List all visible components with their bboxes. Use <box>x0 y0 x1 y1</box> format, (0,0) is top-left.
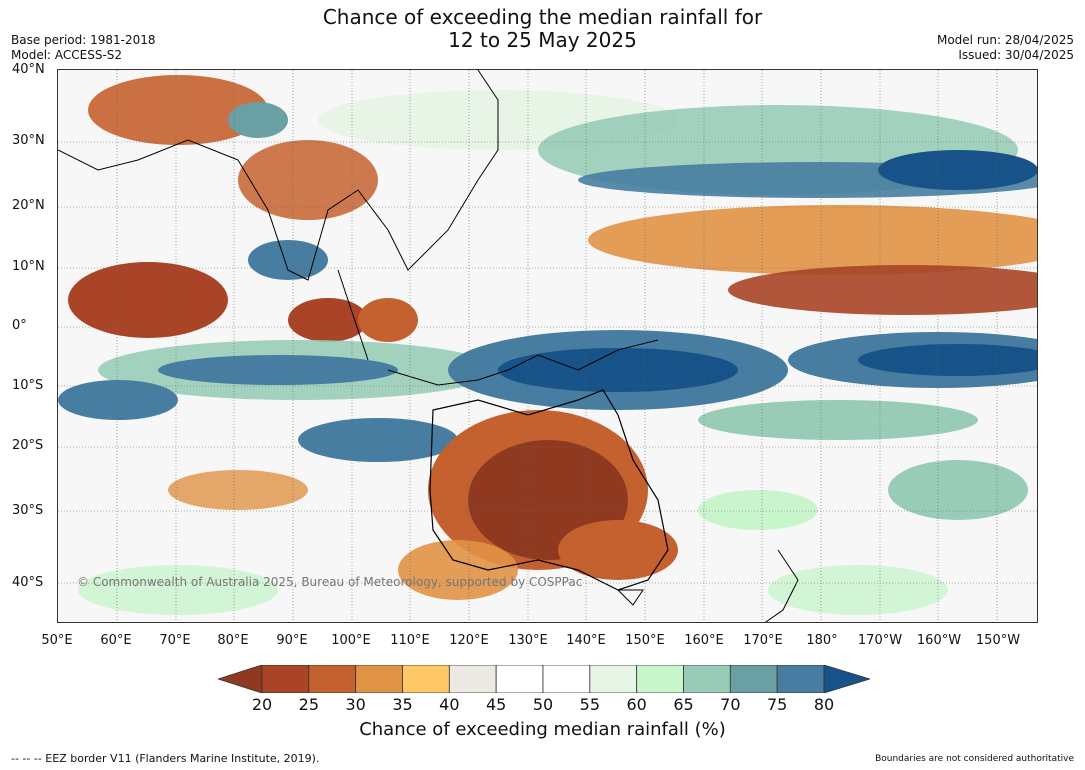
probability-field <box>58 70 1037 622</box>
lat-label: 30°N <box>12 133 45 148</box>
map-panel <box>57 69 1038 623</box>
title-line-2: 12 to 25 May 2025 <box>448 28 637 52</box>
model-run: Model run: 28/04/2025 <box>936 33 1074 47</box>
lon-label: 120°E <box>449 633 489 648</box>
colorbar-segment <box>729 665 778 693</box>
colorbar-segment <box>589 665 638 693</box>
colorbar-tick-label: 40 <box>439 695 460 714</box>
colorbar-tick-label: 50 <box>532 695 554 714</box>
colorbar-tick-label: 55 <box>579 695 600 714</box>
colorbar-segment <box>776 665 825 693</box>
colorbar-segment <box>402 665 450 693</box>
colorbar-extend-high <box>823 665 870 693</box>
base-period: Base period: 1981-2018 <box>11 33 156 47</box>
lon-label: 80°E <box>217 633 249 648</box>
lon-label: 160°W <box>916 633 962 648</box>
lat-label: 10°N <box>12 259 45 274</box>
meta-left: Base period: 1981-2018 Model: ACCESS-S2 <box>11 33 156 63</box>
colorbar-label: Chance of exceeding median rainfall (%) <box>359 719 726 740</box>
lon-label: 130°E <box>508 633 548 648</box>
colorbar-segment <box>683 665 731 693</box>
colorbar-tick-label: 45 <box>485 695 507 714</box>
model-name: Model: ACCESS-S2 <box>11 48 123 62</box>
lon-label: 150°E <box>625 633 665 648</box>
colorbar-tick-label: 65 <box>673 695 694 714</box>
colorbar-tick-label: 60 <box>626 695 647 714</box>
lat-label: 40°S <box>12 575 44 590</box>
colorbar-segment <box>448 665 497 693</box>
colorbar-tick-label: 30 <box>345 695 366 714</box>
issued-date: Issued: 30/04/2025 <box>958 48 1074 62</box>
lat-label: 30°S <box>12 503 44 518</box>
colorbar-tick-label: 25 <box>298 695 319 714</box>
lon-label: 170°E <box>743 633 783 648</box>
lon-label: 60°E <box>100 633 132 648</box>
lat-label: 20°S <box>12 438 44 453</box>
lon-label: 50°E <box>41 633 73 648</box>
lat-label: 20°N <box>12 198 45 213</box>
copyright-note: © Commonwealth of Australia 2025, Bureau… <box>77 575 583 589</box>
colorbar-tick-label: 20 <box>251 695 273 714</box>
lon-label: 110°E <box>390 633 430 648</box>
title-line-1: Chance of exceeding the median rainfall … <box>322 5 763 29</box>
lon-label: 180° <box>806 633 838 648</box>
eez-legend: -- -- -- EEZ border V11 (Flanders Marine… <box>11 752 320 765</box>
lon-label: 140°E <box>566 633 606 648</box>
boundary-disclaimer: Boundaries are not considered authoritat… <box>875 754 1074 764</box>
colorbar-segment <box>261 665 310 693</box>
colorbar-segment <box>308 665 357 693</box>
colorbar <box>218 665 870 693</box>
colorbar-tick-label: 80 <box>813 695 835 714</box>
colorbar-tick-label: 75 <box>766 695 788 714</box>
colorbar-segment <box>542 665 591 693</box>
lon-label: 90°E <box>276 633 308 648</box>
lat-label: 10°S <box>12 378 44 393</box>
lon-label: 100°E <box>331 633 371 648</box>
lon-label: 70°E <box>159 633 191 648</box>
lat-label: 40°N <box>12 62 45 77</box>
colorbar-segment <box>495 665 544 693</box>
colorbar-segment <box>636 665 684 693</box>
lon-label: 160°E <box>684 633 724 648</box>
colorbar-segment <box>355 665 403 693</box>
lon-label: 150°W <box>975 633 1021 648</box>
lon-label: 170°W <box>857 633 903 648</box>
colorbar-tick-label: 70 <box>720 695 741 714</box>
meta-right: Model run: 28/04/2025 Issued: 30/04/2025 <box>937 33 1074 63</box>
map-title: Chance of exceeding the median rainfall … <box>0 6 1085 52</box>
colorbar-extend-low <box>218 665 263 693</box>
colorbar-tick-label: 35 <box>392 695 413 714</box>
lat-label: 0° <box>12 318 27 333</box>
